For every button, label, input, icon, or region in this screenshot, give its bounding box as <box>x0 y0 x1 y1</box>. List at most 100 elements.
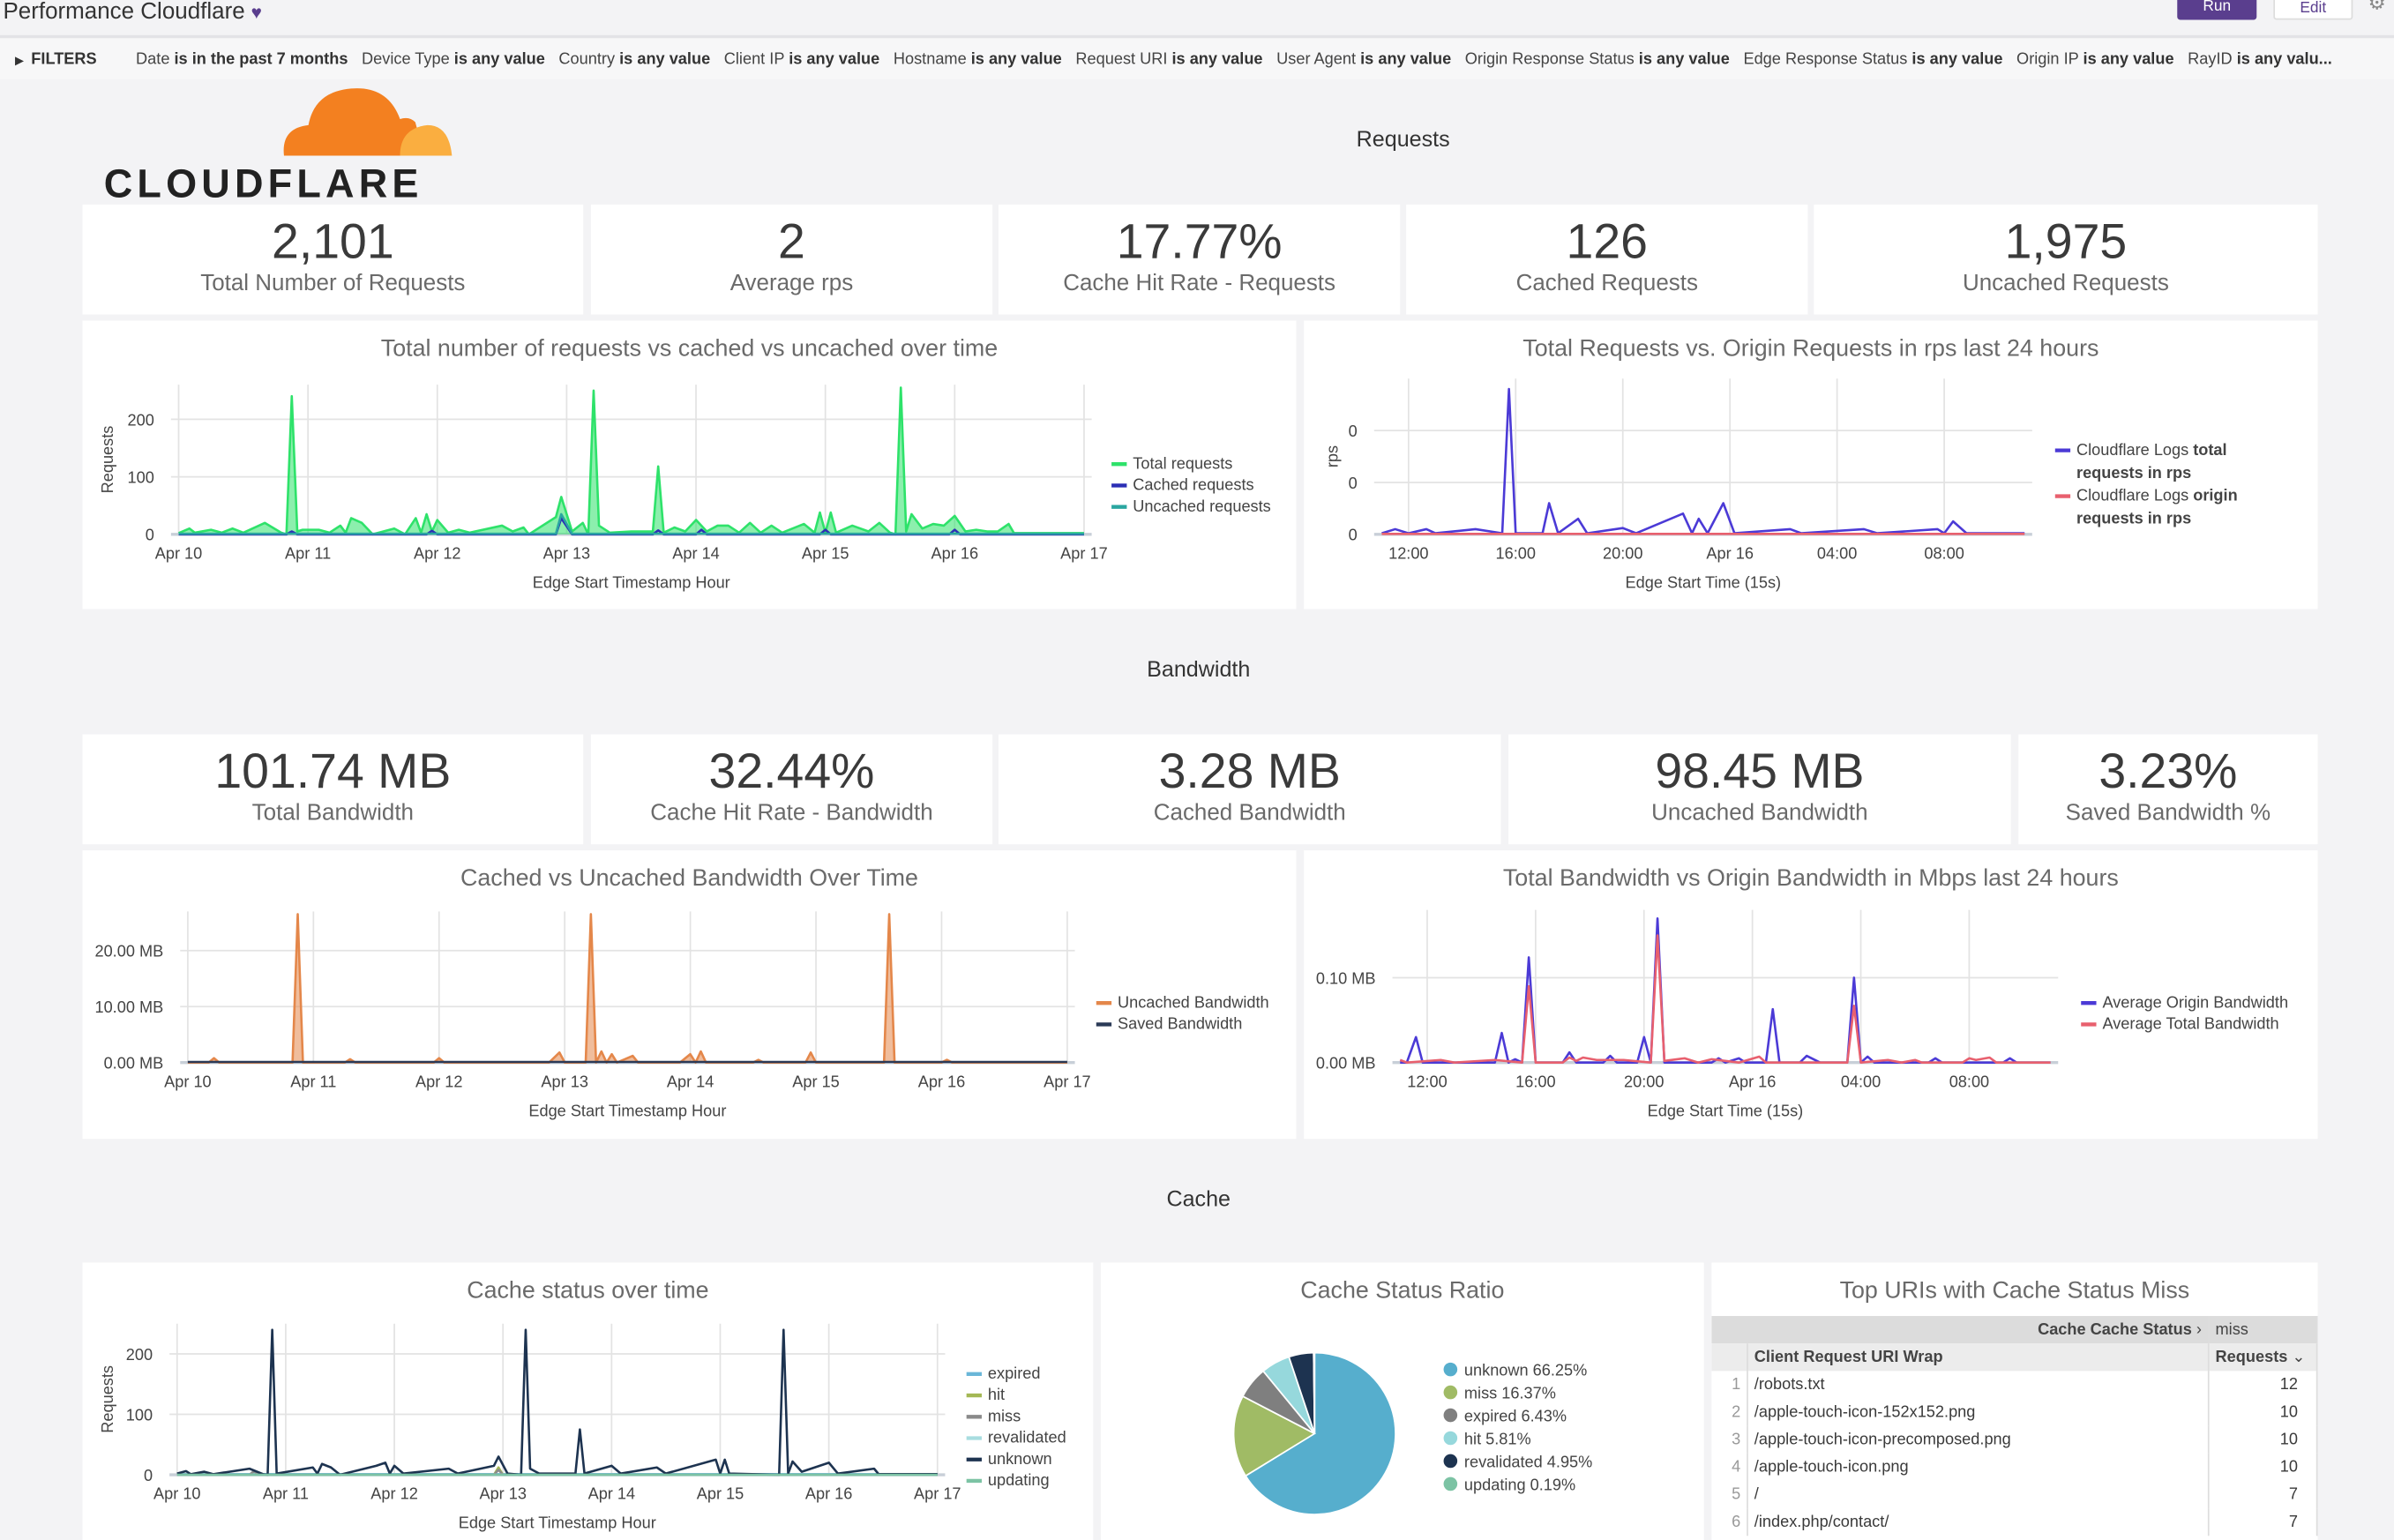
x-tick-label: Apr 10 <box>164 1073 211 1090</box>
legend-dot <box>1443 1408 1458 1423</box>
column-header-uri[interactable]: Client Request URI Wrap <box>1747 1343 2210 1372</box>
chart-card-bandwidth-over-time: Cached vs Uncached Bandwidth Over Time A… <box>82 850 1297 1140</box>
dashboard-title-text: Performance Cloudflare <box>3 0 245 25</box>
requests-cell: 12 <box>2208 1371 2318 1399</box>
table-row[interactable]: 3/apple-touch-icon-precomposed.png 10 <box>1711 1425 2318 1454</box>
series-area-total-requests <box>178 387 1084 535</box>
filter-chip[interactable]: Device Type is any value <box>362 50 545 69</box>
x-axis-label: Edge Start Timestamp Hour <box>533 573 730 591</box>
x-tick-label: 04:00 <box>1817 545 1857 563</box>
x-tick-label: Apr 15 <box>792 1073 840 1090</box>
heart-icon[interactable]: ♥ <box>251 1 262 23</box>
kpi-tile: 17.77% Cache Hit Rate - Requests <box>999 204 1401 315</box>
table-row[interactable]: 2/apple-touch-icon-152x152.png 10 <box>1711 1398 2318 1426</box>
legend-label: Cloudflare Logs origin <box>2076 487 2238 505</box>
legend-label: revalidated <box>988 1429 1066 1447</box>
series-line-average-total-bandwidth <box>1399 934 2051 1065</box>
chevron-right-icon: › <box>2196 1320 2202 1339</box>
table-row[interactable]: 4/apple-touch-icon.png 10 <box>1711 1453 2318 1481</box>
legend-label: Uncached Bandwidth <box>1118 993 1269 1011</box>
filter-condition: is any value <box>453 50 545 69</box>
filter-field: Origin Response Status <box>1464 50 1635 69</box>
chart-card-rps-24h: Total Requests vs. Origin Requests in rp… <box>1304 320 2318 609</box>
chart-card-bandwidth-24h: Total Bandwidth vs Origin Bandwidth in M… <box>1304 850 2318 1140</box>
legend-dot <box>1443 1454 1458 1469</box>
edit-button[interactable]: Edit <box>2273 0 2353 20</box>
filter-chip[interactable]: Date is in the past 7 months <box>136 50 348 69</box>
bandwidth-chart: Apr 10 Apr 11 Apr 12 Apr 13 Apr 14 Apr 15 Apr … <box>94 911 1269 1119</box>
table-row[interactable]: 6/index.php/contact/7 <box>1711 1508 2318 1536</box>
filter-condition: is any value <box>1360 50 1452 69</box>
x-tick-label: Apr 12 <box>370 1485 418 1503</box>
row-index: 1 <box>1711 1371 1748 1399</box>
gear-icon[interactable]: ⚙ <box>2368 0 2386 14</box>
filter-chip[interactable]: Country is any value <box>558 50 710 69</box>
table-row[interactable]: 1/robots.txt 12 <box>1711 1371 2318 1399</box>
y-tick-label: 0.10 MB <box>1316 969 1376 987</box>
filter-field: Edge Response Status <box>1743 50 1908 69</box>
kpi-label: Cache Hit Rate - Bandwidth <box>650 799 933 826</box>
filter-field: User Agent <box>1276 50 1357 69</box>
filter-chip[interactable]: Origin Response Status is any value <box>1465 50 1730 69</box>
x-tick-label: 20:00 <box>1603 545 1642 563</box>
kpi-tile: 32.44% Cache Hit Rate - Bandwidth <box>590 734 993 845</box>
y-tick-label: 200 <box>126 1346 153 1364</box>
filter-condition: is any value <box>1638 50 1730 69</box>
filter-field: Date <box>136 50 170 69</box>
x-tick-label: Apr 14 <box>672 545 720 563</box>
filter-chip[interactable]: Origin IP is any value <box>2016 50 2174 69</box>
legend-label: updating <box>988 1471 1050 1489</box>
row-index: 4 <box>1711 1453 1748 1481</box>
y-tick-label: 0.00 MB <box>104 1055 164 1073</box>
pivot-value: miss <box>2208 1316 2318 1344</box>
legend-label: miss <box>988 1407 1021 1424</box>
y-axis-label: Requests <box>99 426 116 494</box>
table-row[interactable]: 5/7 <box>1711 1480 2318 1509</box>
kpi-value: 32.44% <box>708 743 875 799</box>
filter-chip[interactable]: Client IP is any value <box>724 50 879 69</box>
filter-field: Request URI <box>1075 50 1168 69</box>
x-tick-label: 16:00 <box>1515 1073 1555 1090</box>
filter-chip[interactable]: Request URI is any value <box>1075 50 1262 69</box>
uri-table: Cache Cache Status › miss Client Request … <box>1711 1316 2318 1536</box>
kpi-label: Saved Bandwidth % <box>2065 799 2271 826</box>
filters-toggle[interactable]: ▶ FILTERS <box>15 50 96 69</box>
x-tick-label: 12:00 <box>1388 545 1428 563</box>
y-tick-label: 0 <box>1349 527 1358 544</box>
x-tick-label: Apr 16 <box>931 545 979 563</box>
x-axis-label: Edge Start Timestamp Hour <box>528 1102 726 1119</box>
kpi-value: 126 <box>1566 213 1648 269</box>
kpi-value: 3.23% <box>2098 743 2238 799</box>
legend-label: hit <box>988 1386 1005 1403</box>
legend-label: miss 16.37% <box>1464 1385 1556 1402</box>
filter-chip[interactable]: Hostname is any value <box>894 50 1062 69</box>
filter-chip[interactable]: User Agent is any value <box>1276 50 1451 69</box>
x-tick-label: Apr 14 <box>588 1485 636 1503</box>
legend-label-part: Cloudflare Logs <box>2076 441 2193 459</box>
kpi-value: 101.74 MB <box>214 743 452 799</box>
x-tick-label: Apr 16 <box>1706 545 1754 563</box>
legend-label: Total requests <box>1133 454 1232 472</box>
kpi-value: 3.28 MB <box>1158 743 1341 799</box>
requests-cell: 10 <box>2208 1398 2318 1426</box>
kpi-tile: 3.23% Saved Bandwidth % <box>2018 734 2318 845</box>
chevron-down-icon: ⌄ <box>2292 1348 2306 1367</box>
kpi-tile: 2 Average rps <box>590 204 993 315</box>
legend-label-part: Cloudflare Logs <box>2076 487 2193 505</box>
pivot-header[interactable]: Cache Cache Status › <box>1711 1316 2210 1344</box>
filter-chip[interactable]: RayID is any valu... <box>2188 50 2332 69</box>
x-tick-label: Apr 13 <box>541 1073 588 1090</box>
chart-title: Total Requests vs. Origin Requests in rp… <box>1522 335 2099 363</box>
dashboard-title: Performance Cloudflare ♥ <box>3 0 261 25</box>
requests-cell: 7 <box>2208 1508 2318 1536</box>
uri-cell: / <box>1747 1480 2210 1509</box>
caret-right-icon: ▶ <box>15 56 24 68</box>
kpi-value: 1,975 <box>2004 213 2128 269</box>
cache-status-chart: Apr 10 Apr 11 Apr 12 Apr 13 Apr 14 Apr 15 Apr … <box>99 1323 1066 1532</box>
run-button[interactable]: Run <box>2177 0 2257 20</box>
column-header-requests[interactable]: Requests ⌄ <box>2208 1343 2318 1372</box>
filter-chip[interactable]: Edge Response Status is any value <box>1743 50 2002 69</box>
requests-cell: 10 <box>2208 1453 2318 1481</box>
legend-label: Average Origin Bandwidth <box>2102 993 2288 1011</box>
